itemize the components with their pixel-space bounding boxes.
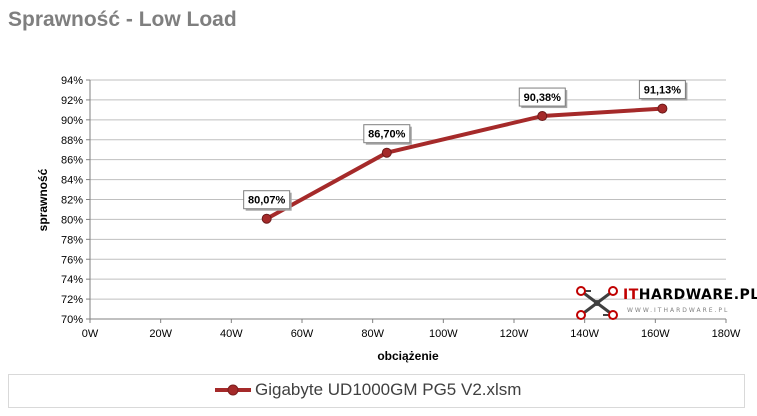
y-axis-label: sprawność — [36, 168, 50, 231]
data-point — [261, 213, 272, 224]
data-label: 91,13% — [644, 85, 682, 97]
logo-text: ITHARDWARE.PL — [623, 287, 757, 303]
y-tick-label: 78% — [61, 234, 83, 246]
y-tick-label: 74% — [61, 274, 83, 286]
data-label-box — [243, 190, 291, 210]
data-label: 80,07% — [248, 195, 286, 207]
y-tick-label: 88% — [61, 135, 83, 147]
x-tick-label: 80W — [361, 328, 384, 340]
y-tick-label: 84% — [61, 175, 83, 187]
y-tick-label: 72% — [61, 294, 83, 306]
x-tick-label: 0W — [82, 328, 99, 340]
x-axis-label: obciążenie — [377, 349, 439, 363]
data-point — [657, 103, 668, 114]
x-tick-label: 180W — [712, 328, 741, 340]
x-tick-label: 120W — [500, 328, 529, 340]
data-point — [381, 147, 392, 158]
y-tick-label: 94% — [61, 75, 83, 87]
legend-swatch — [215, 384, 251, 396]
x-tick-labels: 0W 20W 40W 60W 80W 100W 120W 140W 160W 180W — [82, 328, 741, 340]
grid — [90, 79, 726, 320]
ithardware-logo: ITHARDWARE.PL WWW.ITHARDWARE.PL — [575, 285, 757, 325]
legend: Gigabyte UD1000GM PG5 V2.xlsm — [8, 374, 745, 408]
data-label-box — [638, 80, 686, 100]
data-point — [537, 111, 548, 122]
x-tick-label: 20W — [149, 328, 172, 340]
x-tick-label: 160W — [641, 328, 670, 340]
y-tick-label: 70% — [61, 314, 83, 326]
legend-entry: Gigabyte UD1000GM PG5 V2.xlsm — [215, 380, 521, 400]
axes — [86, 79, 727, 323]
data-label-box — [518, 87, 566, 107]
series-line — [264, 106, 665, 221]
legend-label: Gigabyte UD1000GM PG5 V2.xlsm — [255, 380, 522, 399]
data-label: 90,38% — [524, 92, 562, 104]
logo-subtext: WWW.ITHARDWARE.PL — [627, 307, 730, 314]
y-tick-label: 80% — [61, 214, 83, 226]
y-tick-label: 92% — [61, 95, 83, 107]
logo-text-rest: HARDWARE.PL — [638, 287, 757, 303]
x-tick-label: 40W — [220, 328, 243, 340]
y-tick-label: 76% — [61, 254, 83, 266]
chart: 0W 20W 40W 60W 80W 100W 120W 140W 160W 180W 70% 72… — [36, 75, 741, 363]
series-group: 80,07% 86,70% 90,38% 91,13% — [243, 80, 688, 224]
y-tick-label: 86% — [61, 155, 83, 167]
x-tick-label: 140W — [570, 328, 599, 340]
x-tick-label: 60W — [291, 328, 314, 340]
data-label-box — [363, 124, 411, 144]
circuit-x-icon — [576, 286, 618, 320]
logo-text-it: IT — [623, 287, 639, 303]
y-tick-label: 82% — [61, 195, 83, 207]
x-tick-label: 100W — [429, 328, 458, 340]
y-tick-label: 90% — [61, 115, 83, 127]
y-tick-labels: 70% 72% 74% 76% 78% 80% 82% 84% 86% 88% 90% 92% 94% — [61, 75, 83, 326]
chart-title: Sprawność - Low Load — [8, 8, 237, 31]
data-label: 86,70% — [368, 129, 406, 141]
